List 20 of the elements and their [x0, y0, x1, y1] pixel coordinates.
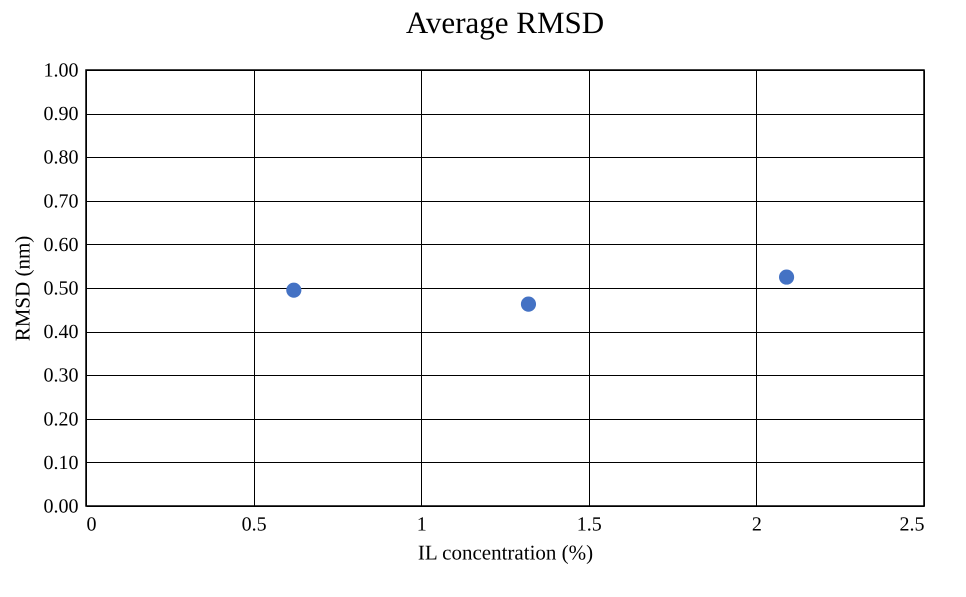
y-tick-label: 0.30: [44, 364, 78, 387]
y-tick-label: 0.00: [44, 496, 78, 518]
y-axis-title: RMSD (nm): [10, 236, 34, 342]
x-axis-title: IL concentration (%): [418, 540, 594, 564]
x-tick-label: 2: [752, 514, 762, 536]
x-tick-label: 1: [416, 514, 427, 536]
y-tick-label: 0.40: [44, 321, 78, 344]
y-tick-label: 1.00: [44, 60, 78, 82]
y-tick-label: 0.10: [44, 452, 78, 474]
x-tick-label: 1.5: [576, 514, 602, 536]
y-tick-label: 0.50: [44, 278, 78, 300]
x-tick-label: 2.5: [900, 514, 924, 536]
y-tick-label: 0.60: [44, 234, 78, 256]
y-tick-label: 0.90: [44, 103, 78, 126]
y-tick-label: 0.80: [44, 146, 78, 169]
y-tick-label: 0.20: [44, 408, 78, 430]
y-tick-label: 0.70: [44, 190, 78, 212]
x-tick-label: 0.5: [242, 514, 267, 536]
x-tick-label: 0: [86, 514, 96, 536]
chart-title: Average RMSD: [406, 5, 604, 40]
